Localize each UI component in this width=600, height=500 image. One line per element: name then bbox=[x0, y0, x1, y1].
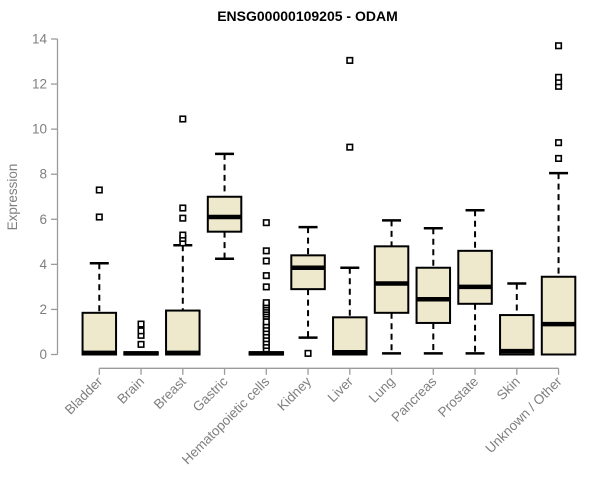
x-tick-label-kidney: Kidney bbox=[274, 374, 314, 414]
box-prostate bbox=[457, 249, 493, 305]
x-tick-label-lung: Lung bbox=[366, 374, 398, 406]
outlier-bladder-0 bbox=[95, 213, 103, 221]
x-tick-label-bladder: Bladder bbox=[62, 373, 106, 417]
box-liver bbox=[332, 316, 368, 356]
outlier-breast-3 bbox=[179, 214, 187, 222]
outlier-hematopoietic-cells-17 bbox=[262, 272, 270, 280]
x-tick-label-pancreas: Pancreas bbox=[388, 374, 439, 425]
outlier-breast-5 bbox=[179, 115, 187, 123]
outlier-bladder-1 bbox=[95, 186, 103, 194]
outlier-unknown-other-0 bbox=[554, 154, 563, 162]
y-tick-label: 12 bbox=[32, 77, 47, 92]
box-breast bbox=[165, 309, 201, 356]
box-bladder bbox=[81, 311, 118, 356]
outlier-unknown-other-4 bbox=[554, 73, 563, 81]
box-pancreas bbox=[415, 266, 452, 324]
outlier-unknown-other-5 bbox=[554, 42, 563, 50]
y-tick-label: 10 bbox=[32, 122, 47, 137]
y-tick-label: 4 bbox=[39, 257, 47, 272]
outlier-brain-3 bbox=[137, 320, 145, 328]
box-gastric bbox=[206, 195, 243, 233]
x-tick-label-skin: Skin bbox=[494, 374, 523, 403]
box-lung bbox=[373, 245, 410, 314]
outlier-unknown-other-1 bbox=[554, 139, 563, 147]
x-tick-label-unknown-other: Unknown / Other bbox=[482, 373, 565, 456]
outlier-breast-2 bbox=[179, 231, 187, 239]
x-tick-label-liver: Liver bbox=[325, 373, 357, 405]
outlier-hematopoietic-cells-20 bbox=[262, 219, 270, 227]
outlier-kidney-0 bbox=[304, 349, 312, 357]
outlier-hematopoietic-cells-19 bbox=[262, 247, 270, 255]
outlier-liver-0 bbox=[346, 143, 354, 151]
outlier-hematopoietic-cells-16 bbox=[262, 283, 270, 291]
outlier-hematopoietic-cells-15 bbox=[262, 299, 270, 307]
box-skin bbox=[499, 314, 535, 356]
outlier-brain-2 bbox=[137, 327, 145, 335]
chart-title: ENSG00000109205 - ODAM bbox=[217, 8, 398, 24]
outlier-breast-4 bbox=[179, 204, 187, 212]
box-unknown-other bbox=[540, 275, 577, 356]
outlier-liver-1 bbox=[346, 56, 354, 64]
x-tick-label-gastric: Gastric bbox=[190, 374, 231, 415]
outlier-hematopoietic-cells-18 bbox=[262, 257, 270, 265]
box-kidney bbox=[290, 254, 326, 291]
y-tick-label: 8 bbox=[39, 167, 47, 182]
x-tick-label-brain: Brain bbox=[114, 374, 147, 407]
outlier-hematopoietic-cells-8 bbox=[262, 318, 270, 326]
y-tick-label: 14 bbox=[32, 32, 48, 47]
x-tick-label-breast: Breast bbox=[151, 374, 189, 412]
y-tick-label: 0 bbox=[39, 347, 47, 362]
x-tick-label-prostate: Prostate bbox=[435, 374, 481, 420]
y-tick-label: 6 bbox=[39, 212, 47, 227]
outlier-brain-0 bbox=[137, 340, 145, 348]
y-tick-label: 2 bbox=[39, 302, 47, 317]
